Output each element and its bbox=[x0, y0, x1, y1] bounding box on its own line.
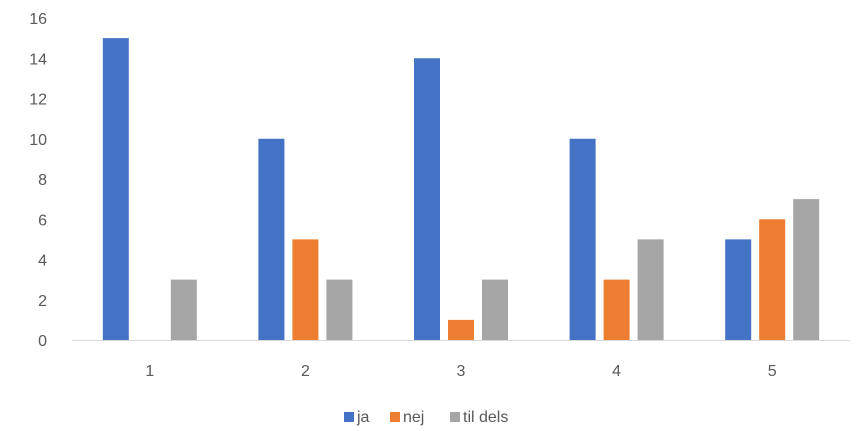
y-tick-label: 16 bbox=[29, 11, 47, 28]
y-tick-label: 4 bbox=[38, 253, 47, 270]
bar-til-dels-2 bbox=[326, 279, 353, 340]
bar-ja-3 bbox=[414, 58, 440, 340]
y-axis: 0 2 4 6 8 10 12 14 16 bbox=[29, 11, 47, 350]
x-tick-label: 3 bbox=[457, 363, 466, 380]
x-tick-label: 4 bbox=[612, 363, 621, 380]
y-tick-label: 2 bbox=[38, 293, 47, 310]
bar-til-dels-5 bbox=[793, 199, 820, 340]
y-tick-label: 12 bbox=[29, 92, 47, 109]
bar-nej-5 bbox=[759, 219, 786, 340]
y-tick-label: 10 bbox=[29, 132, 47, 149]
y-tick-label: 8 bbox=[38, 172, 47, 189]
bar-til-dels-1 bbox=[170, 279, 197, 340]
legend: ja nej til dels bbox=[344, 409, 508, 426]
y-tick-label: 0 bbox=[38, 333, 47, 350]
bar-nej-2 bbox=[292, 239, 319, 340]
legend-swatch-ja bbox=[344, 412, 354, 422]
y-tick-label: 6 bbox=[38, 212, 47, 229]
y-tick-label: 14 bbox=[29, 51, 47, 68]
bar-nej-4 bbox=[603, 279, 630, 340]
bar-nej-3 bbox=[448, 319, 474, 340]
bars bbox=[102, 38, 820, 340]
legend-label-ja: ja bbox=[356, 409, 370, 426]
bar-til-dels-3 bbox=[482, 279, 508, 340]
bar-ja-2 bbox=[258, 138, 285, 340]
legend-swatch-nej bbox=[390, 412, 400, 422]
bar-ja-4 bbox=[569, 138, 596, 340]
bar-til-dels-4 bbox=[637, 239, 664, 340]
legend-label-nej: nej bbox=[403, 409, 424, 426]
legend-swatch-til-dels bbox=[450, 412, 460, 422]
x-tick-label: 1 bbox=[145, 363, 154, 380]
x-axis: 1 2 3 4 5 bbox=[72, 340, 850, 380]
legend-label-til-dels: til dels bbox=[463, 409, 508, 426]
bar-ja-5 bbox=[725, 239, 752, 340]
bar-ja-1 bbox=[102, 38, 129, 340]
x-tick-label: 2 bbox=[301, 363, 310, 380]
x-tick-label: 5 bbox=[768, 363, 777, 380]
